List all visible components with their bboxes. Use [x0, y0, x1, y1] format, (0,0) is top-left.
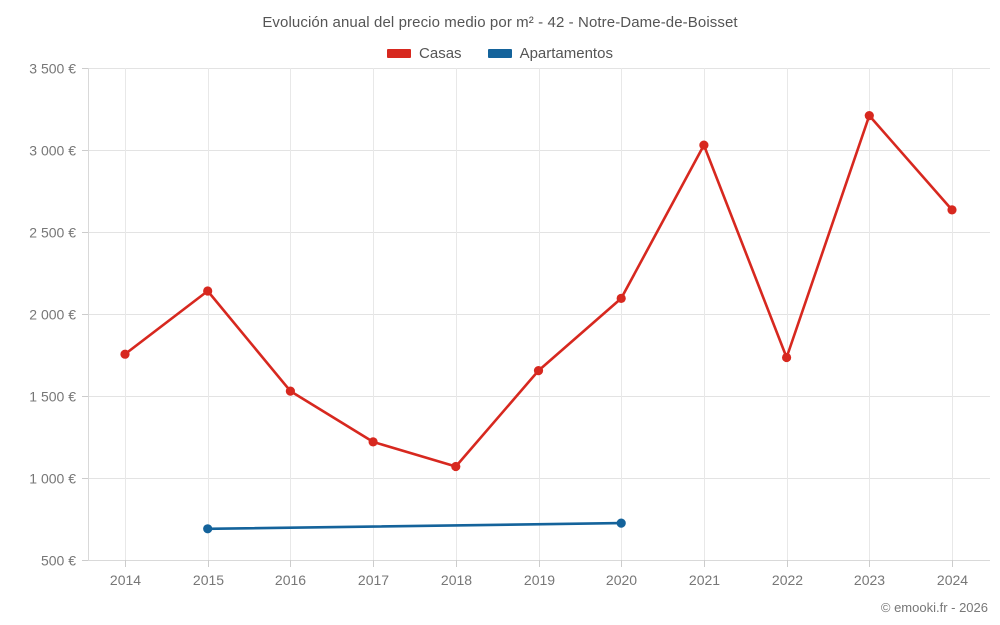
legend-item-apartamentos[interactable]: Apartamentos	[487, 45, 613, 62]
x-tick-label: 2024	[937, 572, 968, 588]
x-tick-label: 2016	[275, 572, 306, 588]
x-tick-label: 2022	[772, 572, 803, 588]
tick-marks	[82, 68, 953, 567]
series-data-points	[120, 111, 957, 534]
series-lines	[123, 114, 954, 531]
y-tick-label: 2 000 €	[29, 307, 76, 323]
data-point[interactable]	[616, 518, 626, 528]
data-point[interactable]	[203, 286, 213, 296]
data-point[interactable]	[616, 293, 626, 303]
y-tick-label: 1 500 €	[29, 389, 76, 405]
y-axis-tick-labels: 500 € 1 000 € 1 500 € 2 000 € 2 500 € 3 000 €…	[29, 61, 76, 569]
y-tick-label: 2 500 €	[29, 225, 76, 241]
y-tick-label: 500 €	[41, 553, 76, 569]
data-point[interactable]	[368, 437, 378, 447]
data-point[interactable]	[947, 205, 957, 215]
data-point[interactable]	[782, 352, 792, 363]
y-tick-label: 1 000 €	[29, 471, 76, 487]
chart-legend: Casas Apartamentos	[0, 45, 1000, 62]
credit-text: © emooki.fr - 2026	[880, 600, 988, 615]
data-point[interactable]	[203, 524, 213, 534]
x-tick-label: 2018	[441, 572, 472, 588]
legend-swatch-casas	[387, 49, 412, 58]
x-tick-label: 2020	[606, 572, 637, 588]
legend-item-casas[interactable]: Casas	[387, 45, 462, 62]
y-tick-label: 3 000 €	[29, 143, 76, 159]
data-point[interactable]	[451, 461, 461, 472]
y-tick-label: 3 500 €	[29, 61, 76, 77]
x-tick-label: 2021	[689, 572, 720, 588]
legend-label-casas: Casas	[419, 45, 462, 62]
x-tick-label: 2015	[193, 572, 224, 588]
vertical-gridlines	[125, 68, 953, 560]
data-point[interactable]	[533, 366, 544, 376]
x-tick-label: 2014	[110, 572, 141, 588]
legend-label-apartamentos: Apartamentos	[519, 45, 613, 62]
x-tick-label: 2019	[524, 572, 555, 588]
data-point[interactable]	[864, 111, 874, 121]
series-line	[123, 114, 954, 468]
legend-swatch-apartamentos	[487, 49, 512, 58]
data-point[interactable]	[120, 349, 130, 359]
x-tick-label: 2017	[358, 572, 389, 588]
x-axis-tick-labels: 2014 2015 2016 2017 2018 2019 2020 2021 2022 2023…	[110, 572, 968, 588]
x-tick-label: 2023	[854, 572, 885, 588]
data-point[interactable]	[285, 386, 295, 396]
chart-title: Evolución anual del precio medio por m² …	[262, 14, 738, 31]
data-point[interactable]	[699, 140, 709, 150]
series-line	[206, 521, 623, 531]
